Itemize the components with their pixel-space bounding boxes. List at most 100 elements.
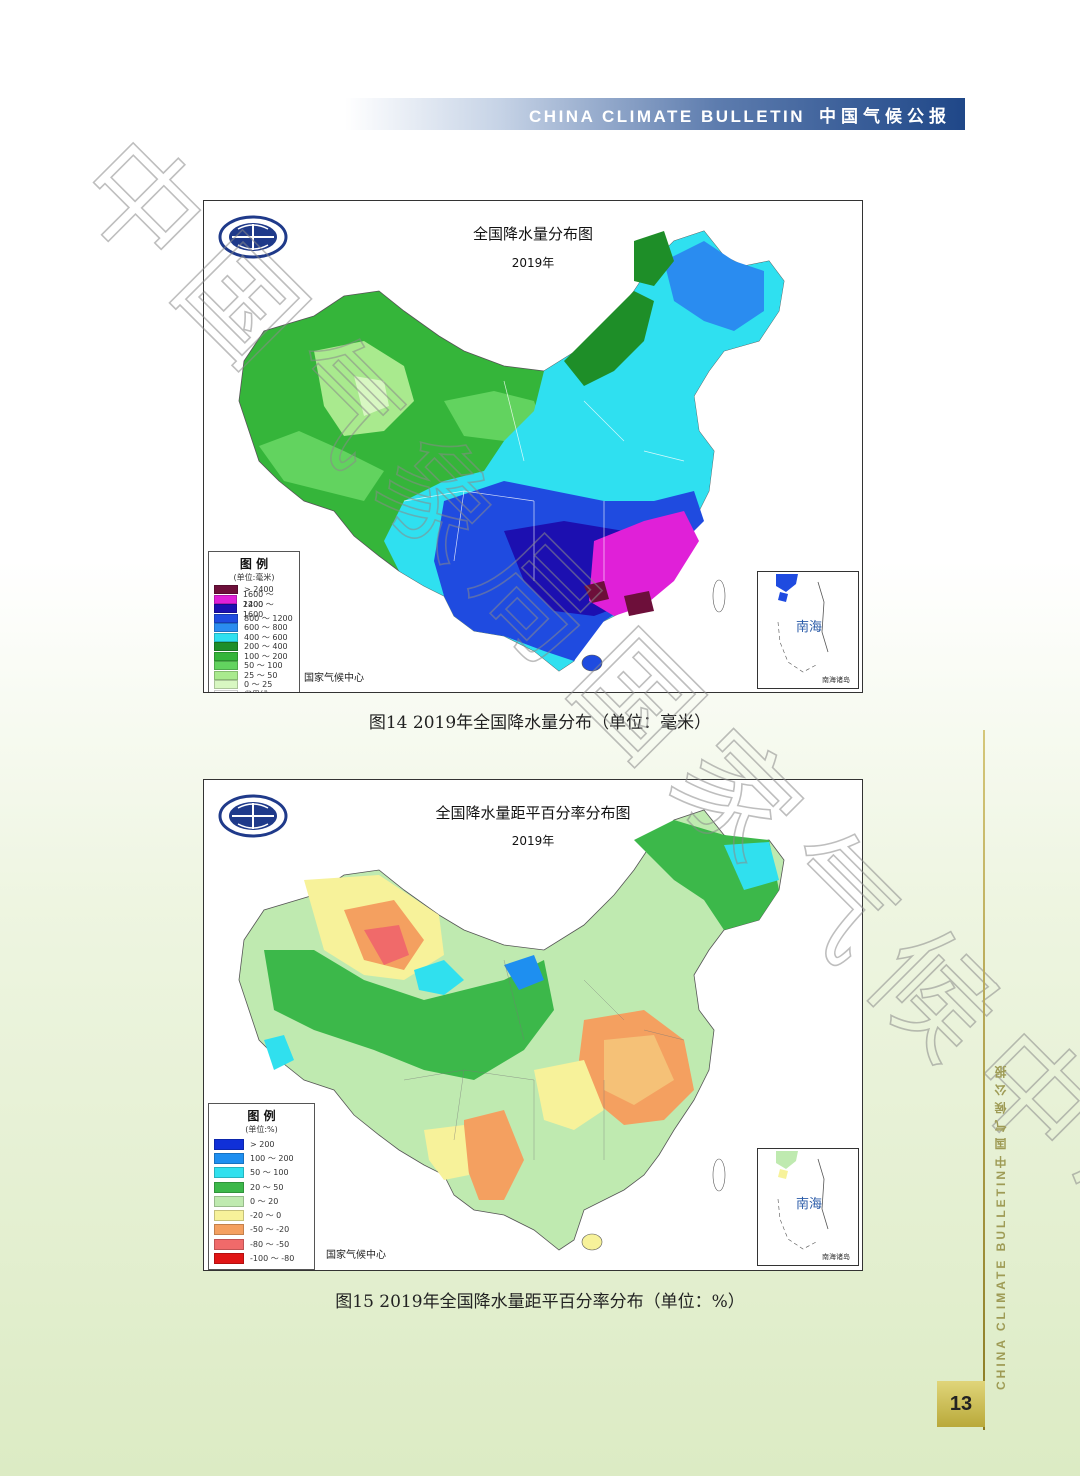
legend-swatch [214,1152,244,1164]
legend-swatch [214,613,238,623]
legend-item: 200 ～ 400 [214,642,294,652]
legend-item: -80 ～ -50 [214,1237,309,1251]
legend-swatch [214,1238,244,1250]
legend-label: 50 ～ 100 [244,661,283,671]
legend-label: > 2400 [244,585,274,595]
cma-logo-icon [218,215,288,259]
legend-swatch [214,1181,244,1193]
inset-sea-label: 南海 [796,1197,823,1212]
legend-item: 50 ～ 100 [214,661,294,671]
legend-unit: (单位:毫米) [233,573,275,582]
legend-item: > 200 [214,1137,309,1151]
precipitation-anomaly-map [238,809,785,1251]
legend-label: 0 ～ 20 [250,1196,279,1206]
legend-label: 200 ～ 400 [244,642,288,652]
legend-label: 100 ～ 200 [250,1153,294,1163]
legend-item: > 2400 [214,585,294,595]
legend-item: 800 ～ 1200 [214,613,294,624]
header-band: CHINA CLIMATE BULLETIN 中国气候公报 [345,98,965,130]
legend-swatch [214,1224,244,1236]
legend-item: 1200 ～ 1600 [214,600,294,619]
legend-item: 400 ～ 600 [214,632,294,643]
cma-logo-icon [218,794,288,838]
precipitation-map [238,230,785,672]
legend-item: 20 ～ 50 [214,1180,309,1194]
legend-swatch [214,1195,244,1207]
legend-unit: (单位:%) [245,1125,278,1134]
legend-swatch [214,585,238,595]
legend-item: 1600 ～ 2400 [214,590,294,609]
legend-label: 省界线 [244,689,268,692]
legend-item: 省界线 [214,689,294,692]
legend-label: 20 ～ 50 [250,1182,284,1192]
legend-item: 600 ～ 800 [214,623,294,633]
inset-sea-label: 南海 [796,620,823,635]
legend-label: 600 ～ 800 [244,623,288,633]
legend-label: 25 ～ 50 [244,670,278,680]
legend-swatch [214,632,238,642]
legend-label: -100 ～ -80 [250,1254,295,1264]
legend-swatch [214,1253,244,1265]
legend-label: > 200 [250,1139,275,1149]
legend-swatch [214,604,237,614]
legend-swatch [214,651,238,661]
header-title-en: CHINA CLIMATE BULLETIN [529,107,805,126]
legend-item: -50 ～ -20 [214,1223,309,1237]
south-china-sea-inset: 南海 南海诸岛 [757,571,859,689]
side-title-cn: 中国气候公报 [994,1060,1008,1169]
figure-15-caption: 图15 2019年全国降水量距平百分率分布（单位：%） [335,1292,745,1312]
legend-title: 图 例 [239,557,269,571]
legend-swatch [214,1138,244,1150]
inset-map [776,1151,829,1250]
legend-label: -50 ～ -20 [250,1225,290,1235]
legend-item: -20 ～ 0 [214,1208,309,1222]
map-credit: 国家气候中心 [326,1250,386,1261]
bulletin-header: CHINA CLIMATE BULLETIN 中国气候公报 [529,102,951,127]
legend-swatch [214,689,238,692]
figure-14-map-frame: 全国降水量分布图 2019年 图 例 (单位:毫米) > 2400 1600 ～ … [203,200,863,693]
legend-swatch [214,680,238,690]
legend-label: 1200 ～ 1600 [242,599,274,619]
legend-label: 1600 ～ 2400 [242,590,274,610]
legend-swatch [214,623,238,633]
legend-label: 400 ～ 600 [244,632,288,642]
legend-label: 50 ～ 100 [250,1168,289,1178]
map-title: 全国降水量距平百分率分布图 [435,804,631,822]
legend-item: 0 ～ 25 [214,680,294,690]
legend-item: 50 ～ 100 [214,1166,309,1180]
legend-label: 100 ～ 200 [244,651,288,661]
inset-map [776,574,829,673]
legend-item: 25 ～ 50 [214,670,294,681]
legend-item: 0 ～ 20 [214,1194,309,1208]
map-year: 2019年 [511,256,555,270]
legend-label: -20 ～ 0 [250,1211,282,1221]
legend-label: -80 ～ -50 [250,1239,290,1249]
map-credit: 国家气候中心 [304,673,364,684]
legend-swatch [214,670,238,680]
map-legend: 图 例 (单位:毫米) > 2400 1600 ～ 2400 1200 ～ 1600… [208,551,300,692]
map-title: 全国降水量分布图 [472,225,593,243]
map-legend: 图 例 (单位:%) > 200 100 ～ 200 50 ～ 100 20 ～ 50… [208,1103,315,1270]
side-bulletin-label: CHINA CLIMATE BULLETIN中国气候公报 [992,1000,1012,1390]
legend-item: 100 ～ 200 [214,651,294,662]
legend-swatch [214,1167,244,1179]
inset-caption: 南海诸岛 [822,1253,850,1261]
side-title-en: CHINA CLIMATE BULLETIN [994,1168,1008,1390]
legend-label: 800 ～ 1200 [244,613,293,623]
legend-swatch [214,1210,244,1222]
side-rule [983,730,985,1430]
legend-item: -100 ～ -80 [214,1251,309,1265]
legend-swatch [214,661,238,671]
legend-item: 100 ～ 200 [214,1151,309,1165]
legend-title: 图 例 [247,1109,276,1123]
figure-14-caption: 图14 2019年全国降水量分布（单位：毫米） [368,713,712,733]
legend-swatch [214,594,237,604]
legend-swatch [214,642,238,652]
figure-15-map-frame: 全国降水量距平百分率分布图 2019年 图 例 (单位:%) > 200 100 … [203,779,863,1271]
inset-caption: 南海诸岛 [822,676,850,684]
south-china-sea-inset: 南海 南海诸岛 [757,1148,859,1266]
map-year: 2019年 [511,834,555,848]
header-title-cn: 中国气候公报 [819,107,951,126]
legend-label: 0 ～ 25 [244,680,273,690]
page-number: 13 [937,1381,985,1427]
